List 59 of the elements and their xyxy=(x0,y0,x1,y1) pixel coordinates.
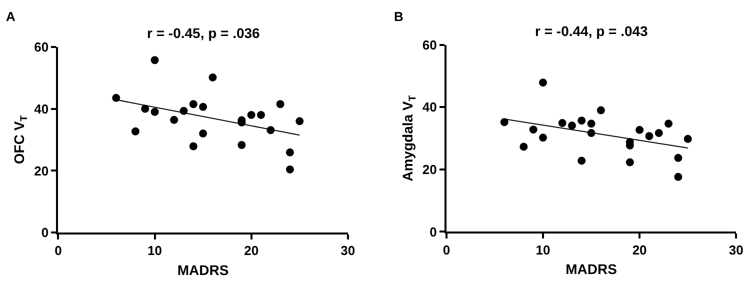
text: A xyxy=(6,9,16,24)
chart-title: r = -0.45, p = .036 xyxy=(147,25,260,41)
point xyxy=(626,158,634,166)
point xyxy=(296,117,304,126)
point xyxy=(131,127,140,136)
point xyxy=(674,172,682,181)
point xyxy=(256,110,265,119)
point xyxy=(645,132,654,140)
point xyxy=(539,78,547,87)
text: B xyxy=(394,9,404,24)
point xyxy=(578,156,586,165)
x-tick-label: 10 xyxy=(536,242,550,258)
y-tick-label: 20 xyxy=(34,163,49,178)
point xyxy=(636,126,644,134)
point xyxy=(199,102,208,111)
point xyxy=(286,148,294,156)
point xyxy=(674,154,682,162)
x-tick-label: 30 xyxy=(728,242,744,258)
point xyxy=(684,134,692,143)
x-axis-title: MADRS xyxy=(566,261,617,278)
point xyxy=(189,100,198,108)
point xyxy=(596,106,605,114)
point xyxy=(286,165,294,174)
point xyxy=(520,142,528,151)
point xyxy=(208,73,217,82)
point xyxy=(539,134,547,142)
x-tick-label: 0 xyxy=(442,242,450,258)
point xyxy=(500,118,508,126)
x-tick-label: 30 xyxy=(340,243,356,258)
chart-title: r = -0.44, p = .043 xyxy=(535,23,648,39)
point xyxy=(276,100,284,108)
y-tick-label: 40 xyxy=(422,100,437,115)
y-tick-label: 40 xyxy=(34,101,49,116)
point xyxy=(247,110,256,119)
y-tick-label: 0 xyxy=(41,225,49,240)
x-axis-title: MADRS xyxy=(177,262,229,278)
point xyxy=(587,120,596,128)
y-tick-label: 0 xyxy=(430,224,437,240)
point xyxy=(189,142,198,150)
y-tick-label: 60 xyxy=(422,37,437,52)
point xyxy=(199,130,208,138)
point xyxy=(664,120,673,128)
y-tick-label: 20 xyxy=(422,162,437,177)
point xyxy=(654,129,663,138)
point xyxy=(150,56,159,64)
x-tick-label: 0 xyxy=(54,243,62,258)
point xyxy=(150,108,159,116)
point xyxy=(112,94,120,102)
point xyxy=(238,141,246,149)
point xyxy=(558,119,566,128)
y-tick-label: 60 xyxy=(34,39,49,54)
point xyxy=(529,126,538,134)
x-tick-label: 10 xyxy=(148,243,162,258)
x-tick-label: 20 xyxy=(244,243,259,258)
x-tick-label: 20 xyxy=(632,242,647,258)
point xyxy=(578,116,586,125)
point xyxy=(141,104,150,113)
point xyxy=(568,122,576,130)
point xyxy=(170,116,178,124)
